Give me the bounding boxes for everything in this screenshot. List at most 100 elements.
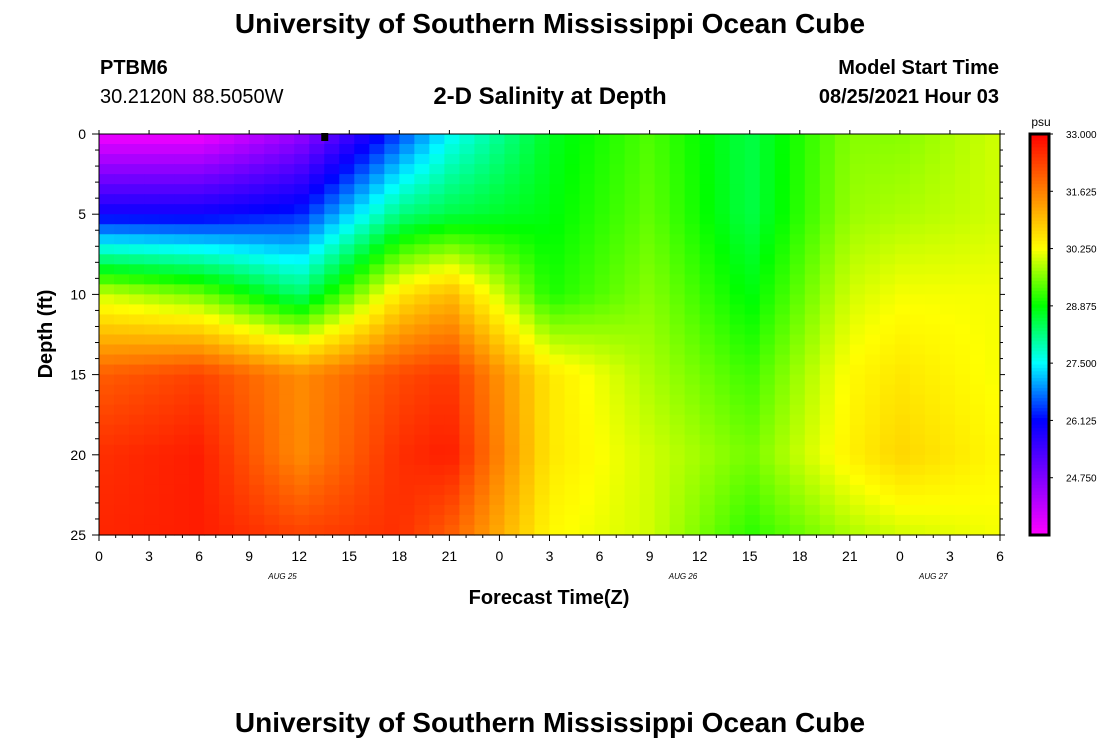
heatmap-cell (849, 274, 866, 285)
heatmap-cell (729, 354, 746, 366)
heatmap-cell (174, 454, 190, 466)
heatmap-cell (489, 214, 506, 225)
heatmap-cell (354, 254, 370, 265)
heatmap-cell (789, 264, 806, 275)
heatmap-cell (909, 404, 926, 416)
heatmap-cell (684, 514, 701, 526)
heatmap-cell (549, 474, 566, 486)
heatmap-cell (444, 264, 460, 275)
heatmap-cell (369, 434, 385, 446)
heatmap-cell (534, 164, 551, 175)
heatmap-cell (159, 304, 175, 316)
heatmap-cell (669, 384, 686, 396)
heatmap-cell (594, 434, 611, 446)
heatmap-cell (99, 234, 115, 245)
heatmap-cell (789, 394, 806, 406)
heatmap-cell (339, 264, 355, 275)
heatmap-cell (219, 214, 235, 225)
colorbar-segment (1030, 200, 1049, 205)
heatmap-cell (489, 294, 506, 306)
heatmap-cell (204, 464, 220, 476)
heatmap-cell (189, 234, 205, 245)
heatmap-cell (519, 454, 536, 466)
heatmap-cell (924, 464, 941, 476)
heatmap-cell (639, 244, 656, 255)
heatmap-cell (684, 184, 701, 195)
heatmap-cell (354, 164, 370, 175)
heatmap-cell (204, 344, 220, 356)
heatmap-cell (159, 274, 175, 285)
heatmap-cell (114, 334, 130, 346)
heatmap-cell (384, 214, 400, 225)
heatmap-cell (384, 134, 400, 145)
heatmap-cell (504, 374, 521, 386)
heatmap-cell (609, 274, 626, 285)
heatmap-cell (204, 334, 220, 346)
heatmap-cell (204, 224, 220, 235)
heatmap-cell (384, 204, 400, 215)
heatmap-cell (849, 444, 866, 456)
heatmap-cell (189, 224, 205, 235)
heatmap-cell (234, 154, 250, 165)
heatmap-cell (264, 194, 280, 205)
heatmap-cell (669, 514, 686, 526)
heatmap-cell (339, 424, 355, 436)
heatmap-cell (789, 504, 806, 516)
heatmap-cell (504, 224, 521, 235)
heatmap-cell (159, 414, 175, 426)
heatmap-cell (399, 154, 415, 165)
heatmap-cell (654, 314, 671, 326)
heatmap-cell (369, 254, 385, 265)
heatmap-cell (549, 224, 566, 235)
heatmap-cell (144, 504, 160, 516)
heatmap-cell (594, 484, 611, 496)
heatmap-cell (489, 394, 506, 406)
heatmap-cell (489, 274, 506, 285)
heatmap-cell (99, 494, 115, 506)
heatmap-cell (414, 414, 430, 426)
heatmap-cell (144, 214, 160, 225)
heatmap-cell (399, 164, 415, 175)
heatmap-cell (219, 394, 235, 406)
heatmap-cell (639, 164, 656, 175)
heatmap-cell (639, 364, 656, 376)
heatmap-cell (369, 324, 385, 336)
heatmap-cell (264, 304, 280, 316)
heatmap-cell (564, 264, 581, 275)
heatmap-cell (219, 434, 235, 446)
heatmap-cell (819, 284, 836, 295)
heatmap-cell (804, 344, 821, 356)
heatmap-cell (264, 164, 280, 175)
heatmap-cell (969, 524, 986, 536)
heatmap-cell (879, 434, 896, 446)
colorbar-segment (1030, 458, 1049, 463)
heatmap-cell (864, 144, 881, 155)
heatmap-cell (729, 214, 746, 225)
heatmap-cell (969, 514, 986, 526)
heatmap-cell (534, 484, 551, 496)
heatmap-cell (894, 364, 911, 376)
heatmap-cell (354, 134, 370, 145)
heatmap-cell (819, 414, 836, 426)
heatmap-cell (864, 234, 881, 245)
heatmap-cell (234, 414, 250, 426)
heatmap-cell (369, 464, 385, 476)
heatmap-cell (549, 434, 566, 446)
heatmap-cell (309, 174, 325, 185)
heatmap-cell (549, 404, 566, 416)
heatmap-cell (669, 414, 686, 426)
heatmap-cell (459, 454, 476, 466)
heatmap-cell (204, 474, 220, 486)
heatmap-cell (729, 404, 746, 416)
heatmap-cell (744, 354, 761, 366)
heatmap-cell (594, 474, 611, 486)
heatmap-cell (924, 454, 941, 466)
heatmap-cell (459, 204, 476, 215)
heatmap-cell (234, 524, 250, 536)
heatmap-cell (789, 354, 806, 366)
heatmap-cell (654, 524, 671, 536)
heatmap-cell (444, 514, 460, 526)
heatmap-cell (684, 484, 701, 496)
heatmap-cell (279, 274, 295, 285)
heatmap-cell (609, 364, 626, 376)
